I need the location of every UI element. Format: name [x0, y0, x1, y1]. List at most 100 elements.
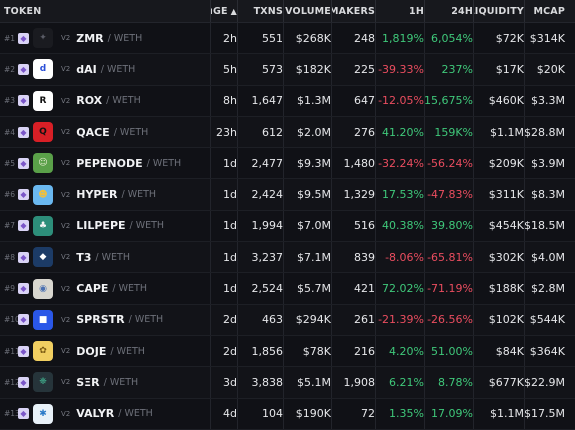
table-row[interactable]: #7 ◆ ♣ V2 LILPEPE / WETH 1d 1,994 $7.0M 516 40.38%… — [0, 210, 575, 243]
liquidity-value: $84K — [495, 344, 524, 358]
rank-label: #12 — [4, 377, 20, 387]
mcap-value: $3.3M — [531, 94, 565, 108]
mcap-cell: $20K — [524, 54, 570, 85]
dex-version-label: V2 — [61, 65, 71, 74]
change-1h-value: 4.20% — [389, 344, 424, 358]
change-1h-value: -21.39% — [378, 313, 424, 327]
rank-label: #1 — [4, 33, 16, 43]
makers-cell: 1,908 — [331, 367, 375, 398]
liquidity-value: $311K — [488, 188, 524, 202]
mcap-value: $20K — [536, 62, 565, 76]
change-1h-value: 17.53% — [382, 188, 424, 202]
token-symbol[interactable]: T3 — [76, 250, 92, 264]
header-txns[interactable]: TXNS — [237, 0, 283, 22]
table-row[interactable]: #9 ◆ ◉ V2 CAPE / WETH 1d 2,524 $5.7M 421 72.02% -71… — [0, 273, 575, 305]
change-1h-cell: -21.39% — [375, 304, 424, 335]
table-row[interactable]: #8 ◆ ◆ V2 T3/ WETH 1d 3,237 $7.1M 839 -8.06% -65.8… — [0, 242, 575, 274]
token-symbol[interactable]: SΞR — [76, 375, 100, 389]
token-symbol[interactable]: LILPEPE — [76, 219, 126, 233]
dex-version-label: V2 — [61, 221, 71, 230]
volume-value: $1.3M — [297, 94, 331, 108]
volume-cell: $9.5M — [283, 179, 331, 210]
change-24h-value: 6,054% — [431, 31, 473, 45]
volume-value: $5.7M — [297, 282, 331, 296]
liquidity-cell: $454K — [473, 210, 524, 242]
quote-pair: / WETH — [110, 345, 145, 357]
quote-pair: / WETH — [107, 32, 143, 44]
rank-label: #10 — [4, 315, 20, 325]
table-row[interactable]: #10 ◆ ■ V2 SPRSTR / WETH 2d 463 $294K 261 -21.39% -… — [0, 304, 575, 336]
liquidity-cell: $84K — [473, 335, 524, 367]
makers-cell: 839 — [331, 242, 375, 273]
table-row[interactable]: #13 ◆ ✱ V2 VALYR / WETH 4d 104 $190K 72 1.35% 17.09… — [0, 398, 575, 430]
token-symbol[interactable]: SPRSTR — [76, 313, 125, 327]
header-24h-label: 24H — [451, 5, 473, 17]
table-row[interactable]: #12 ◆ ❈ V2 SΞR / WETH 3d 3,838 $5.1M 1,908 6.21% 8.… — [0, 367, 575, 399]
change-1h-cell: -8.06% — [375, 242, 424, 273]
token-symbol[interactable]: DOJE — [76, 344, 107, 358]
header-volume[interactable]: VOLUME — [283, 0, 331, 22]
token-cell: #6 ◆ ☻ V2 HYPER / WETH — [0, 184, 210, 205]
dai-logo-icon: d — [33, 59, 53, 80]
table-row[interactable]: #5 ◆ ☺ V2 PEPENODE / WETH 1d 2,477 $9.3M 1,480 -32… — [0, 148, 575, 180]
makers-value: 421 — [354, 282, 375, 296]
token-symbol[interactable]: dAI — [76, 62, 97, 76]
ethereum-chain-icon: ◆ — [18, 126, 29, 138]
mcap-value: $28.8M — [524, 125, 565, 139]
ethereum-chain-icon: ◆ — [18, 283, 29, 295]
ethereum-chain-icon: ◆ — [18, 345, 29, 357]
table-row[interactable]: #3 ◆ R V2 ROX / WETH 8h 1,647 $1.3M 647 -12.05% 15,… — [0, 85, 575, 117]
token-symbol[interactable]: PEPENODE — [76, 156, 143, 170]
header-1h[interactable]: 1H — [375, 0, 424, 22]
token-cell: #8 ◆ ◆ V2 T3/ WETH — [0, 247, 210, 268]
table-row[interactable]: #1 ◆ ✦ V2 ZMR / WETH 2h 551 $268K 248 1,819% 6,054%… — [0, 23, 575, 55]
dex-version-label: V2 — [61, 34, 71, 43]
quote-pair: / WETH — [113, 126, 149, 138]
mcap-value: $18.5M — [524, 219, 565, 233]
volume-cell: $1.3M — [283, 85, 331, 116]
liquidity-value: $302K — [488, 250, 524, 264]
mcap-value: $544K — [529, 313, 565, 327]
age-value: 2d — [223, 344, 237, 358]
age-cell: 2d — [210, 335, 237, 367]
mcap-cell: $314K — [524, 23, 570, 54]
header-liquidity[interactable]: LIQUIDITY — [473, 0, 524, 22]
change-1h-value: 41.20% — [382, 125, 424, 139]
change-24h-value: 159K% — [434, 125, 473, 139]
liquidity-cell: $188K — [473, 273, 524, 304]
mcap-value: $8.3M — [531, 188, 565, 202]
header-age[interactable]: ıGE ▲ — [210, 0, 237, 22]
change-1h-cell: 41.20% — [375, 116, 424, 148]
table-row[interactable]: #2 ◆ d V2 dAI / WETH 5h 573 $182K 225 -39.33% 237% $… — [0, 54, 575, 86]
token-cell: #7 ◆ ♣ V2 LILPEPE / WETH — [0, 215, 210, 236]
txns-cell: 1,647 — [237, 85, 283, 116]
txns-cell: 551 — [237, 23, 283, 54]
token-symbol[interactable]: CAPE — [76, 282, 109, 296]
table-row[interactable]: #6 ◆ ☻ V2 HYPER / WETH 1d 2,424 $9.5M 1,329 17.53%… — [0, 179, 575, 211]
txns-value: 2,477 — [251, 156, 284, 170]
change-24h-value: -47.83% — [427, 188, 473, 202]
volume-value: $9.5M — [297, 188, 331, 202]
header-makers[interactable]: MAKERS — [331, 0, 375, 22]
table-row[interactable]: #11 ◆ ✿ V2 DOJE / WETH 2d 1,856 $78K 216 4.20% 51.0… — [0, 335, 575, 368]
txns-value: 463 — [262, 313, 283, 327]
change-1h-cell: 1,819% — [375, 23, 424, 54]
makers-value: 1,329 — [343, 188, 376, 202]
header-token[interactable]: TOKEN — [0, 6, 210, 17]
token-symbol[interactable]: ZMR — [76, 31, 104, 45]
quote-pair: / WETH — [100, 63, 136, 75]
token-symbol[interactable]: QACE — [76, 125, 110, 139]
header-24h[interactable]: 24H — [424, 0, 473, 22]
token-symbol[interactable]: HYPER — [76, 188, 118, 202]
table-row[interactable]: #4 ◆ Q V2 QACE / WETH 23h 612 $2.0M 276 41.20% 159K… — [0, 116, 575, 149]
makers-cell: 647 — [331, 85, 375, 116]
header-mcap[interactable]: MCAP — [524, 0, 570, 22]
token-symbol[interactable]: ROX — [76, 94, 103, 108]
quote-pair: / WETH — [95, 251, 130, 263]
volume-cell: $268K — [283, 23, 331, 54]
change-1h-cell: 17.53% — [375, 179, 424, 210]
header-makers-label: MAKERS — [331, 5, 375, 17]
quote-pair: / WETH — [121, 189, 157, 201]
dex-version-label: V2 — [61, 378, 71, 387]
